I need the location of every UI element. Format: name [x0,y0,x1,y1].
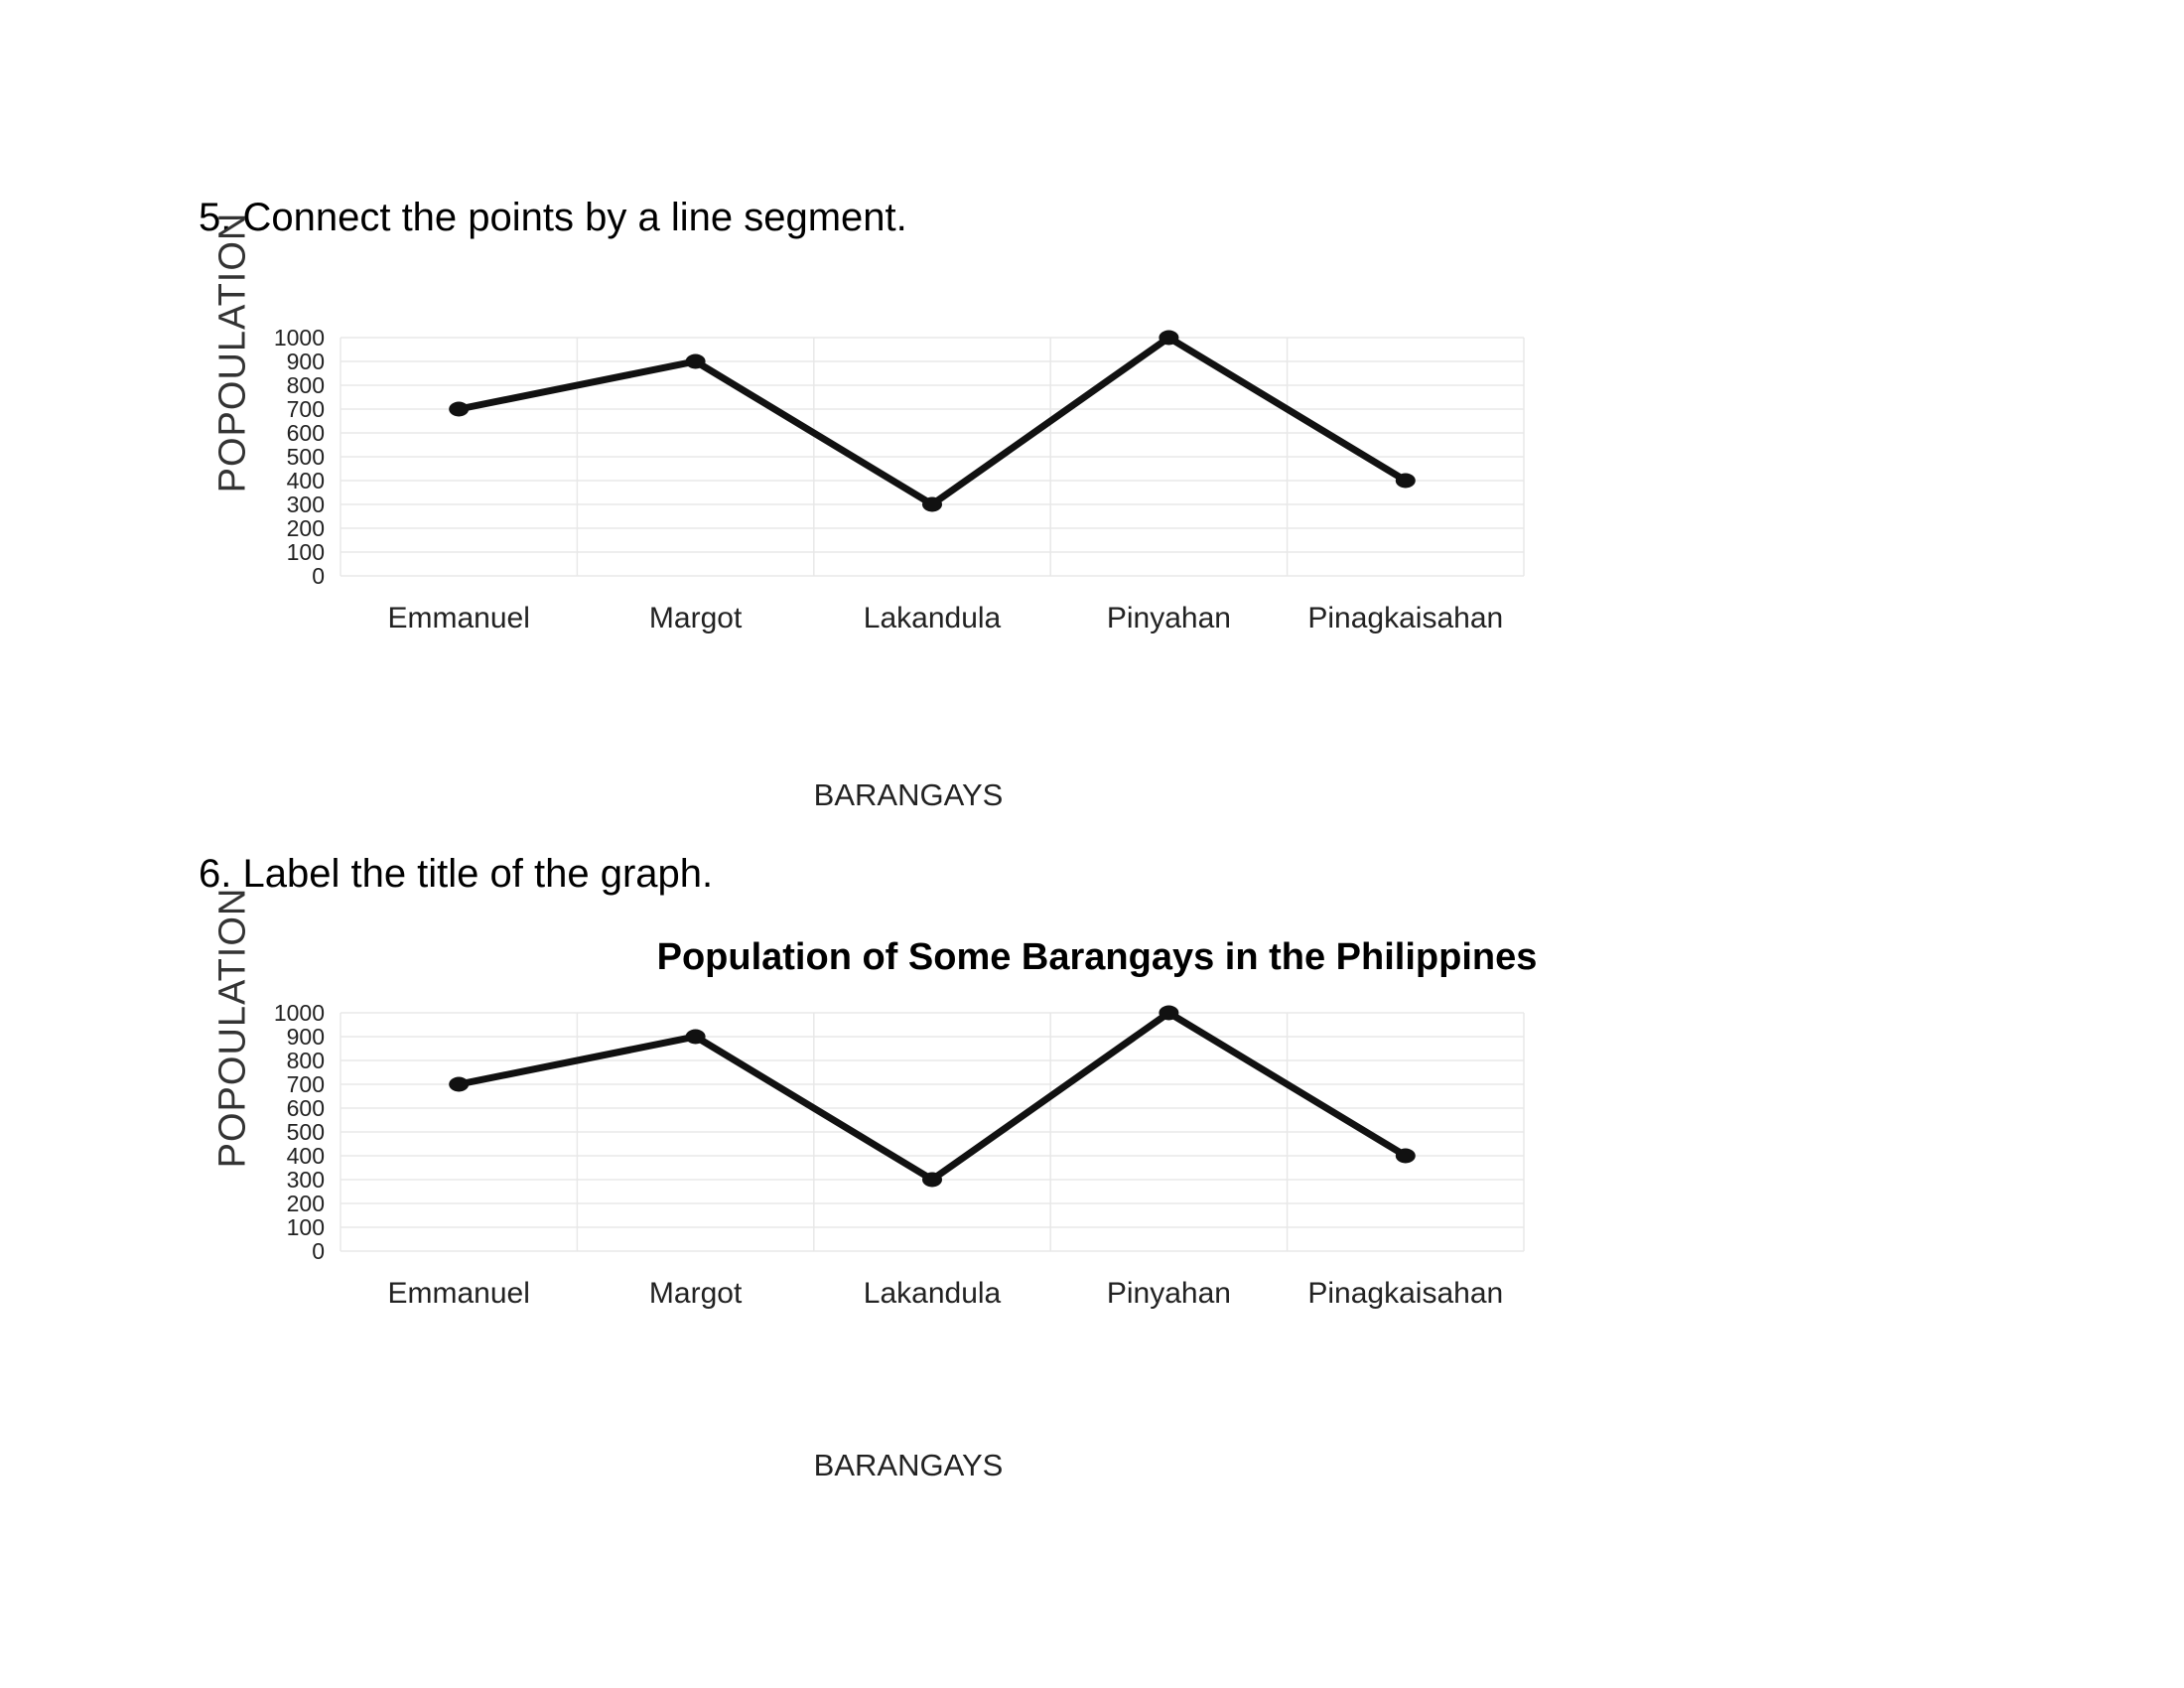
x-tick-label: Emmanuel [387,602,529,634]
series-line [455,333,1410,509]
x-tick-label: Lakandula [864,602,1002,634]
x-axis-label: BARANGAYS [813,1448,1004,1482]
line-chart-2: POPOULATION 0 100 200 300 400 500 600 700 800 900… [199,888,1588,1311]
x-tick-label: Margot [649,1277,743,1310]
data-point [449,401,470,417]
y-tick-label: 1000 [274,325,325,351]
y-tick-label: 900 [287,1024,325,1050]
data-point [1159,1005,1179,1021]
y-tick-label: 1000 [274,1000,325,1026]
x-tick-label: Lakandula [864,1277,1002,1310]
data-point [1159,330,1179,346]
y-tick-label: 200 [287,515,325,541]
x-tick-label: Margot [649,602,743,634]
data-point [922,1172,942,1188]
data-point [922,496,942,512]
x-tick-label: Pinagkaisahan [1307,602,1503,634]
y-tick-label: 800 [287,1048,325,1073]
y-tick-label: 400 [287,1143,325,1169]
line-chart-1: POPOULATION 0 100 200 300 400 500 600 700 800 900… [199,212,1588,635]
data-point [685,1029,706,1045]
y-tick-label: 0 [312,563,325,589]
y-tick-label: 700 [287,1071,325,1097]
y-tick-label: 0 [312,1238,325,1264]
y-tick-label: 500 [287,444,325,470]
x-tick-label: Emmanuel [387,1277,529,1310]
y-tick-label: 200 [287,1191,325,1216]
chart-title: Population of Some Barangays in the Phil… [656,936,1538,978]
y-tick-label: 500 [287,1119,325,1145]
y-tick-label: 400 [287,468,325,493]
data-point [685,353,706,369]
y-tick-label: 100 [287,1214,325,1240]
x-axis-label: BARANGAYS [813,777,1004,812]
x-tick-label: Pinagkaisahan [1307,1277,1503,1310]
y-tick-label: 300 [287,492,325,517]
x-tick-label: Pinyahan [1107,602,1231,634]
instruction-step-5: 5. Connect the points by a line segment. [199,196,907,239]
y-tick-label: 600 [287,420,325,446]
data-point [1395,1148,1416,1164]
data-point [1395,473,1416,489]
y-tick-label: 900 [287,349,325,374]
y-tick-label: 300 [287,1167,325,1193]
y-tick-label: 100 [287,539,325,565]
instruction-step-6: 6. Label the title of the graph. [199,852,714,896]
y-tick-label: 700 [287,396,325,422]
x-tick-label: Pinyahan [1107,1277,1231,1310]
data-point [449,1076,470,1092]
y-tick-label: 800 [287,372,325,398]
y-tick-label: 600 [287,1095,325,1121]
series-line [455,1008,1410,1185]
